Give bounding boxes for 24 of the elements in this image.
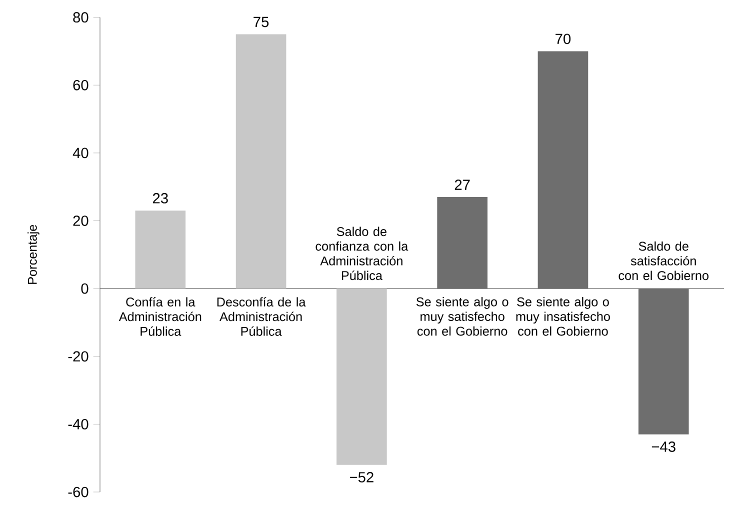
data-label: −52 — [350, 472, 374, 482]
y-tick-label: 80 — [73, 12, 88, 23]
y-tick-label: 40 — [72, 148, 88, 158]
data-label: −43 — [652, 442, 676, 452]
y-tick-label: 20 — [73, 216, 88, 226]
x-tick-label: Se siente algo o muy satisfecho con el Gobierno — [416, 297, 508, 336]
y-tick-label: 0 — [81, 283, 88, 294]
y-tick-label: -20 — [68, 351, 88, 362]
bar — [135, 210, 186, 289]
y-tick-label: 60 — [73, 80, 88, 90]
y-tick-label: -40 — [68, 419, 88, 430]
x-tick-label: Desconfía de la Administración Pública — [217, 297, 306, 336]
x-tick-label: Confía en la Administración Pública — [118, 297, 202, 336]
x-tick-label: Saldo de satisfacción con el Gobierno — [618, 241, 708, 280]
data-label: 23 — [152, 193, 168, 204]
x-tick-label: Se siente algo o muy insatisfecho con el Gobierno — [516, 297, 610, 336]
x-tick-label: Saldo de confianza con la Administración Pública — [316, 226, 408, 280]
y-axis-title: Porcentaje — [28, 224, 40, 284]
bar — [236, 34, 286, 289]
data-label: 70 — [556, 34, 571, 44]
data-label: 27 — [454, 180, 470, 190]
y-tick-label: -60 — [68, 486, 88, 498]
data-label: 75 — [254, 16, 269, 28]
bar — [336, 288, 387, 465]
